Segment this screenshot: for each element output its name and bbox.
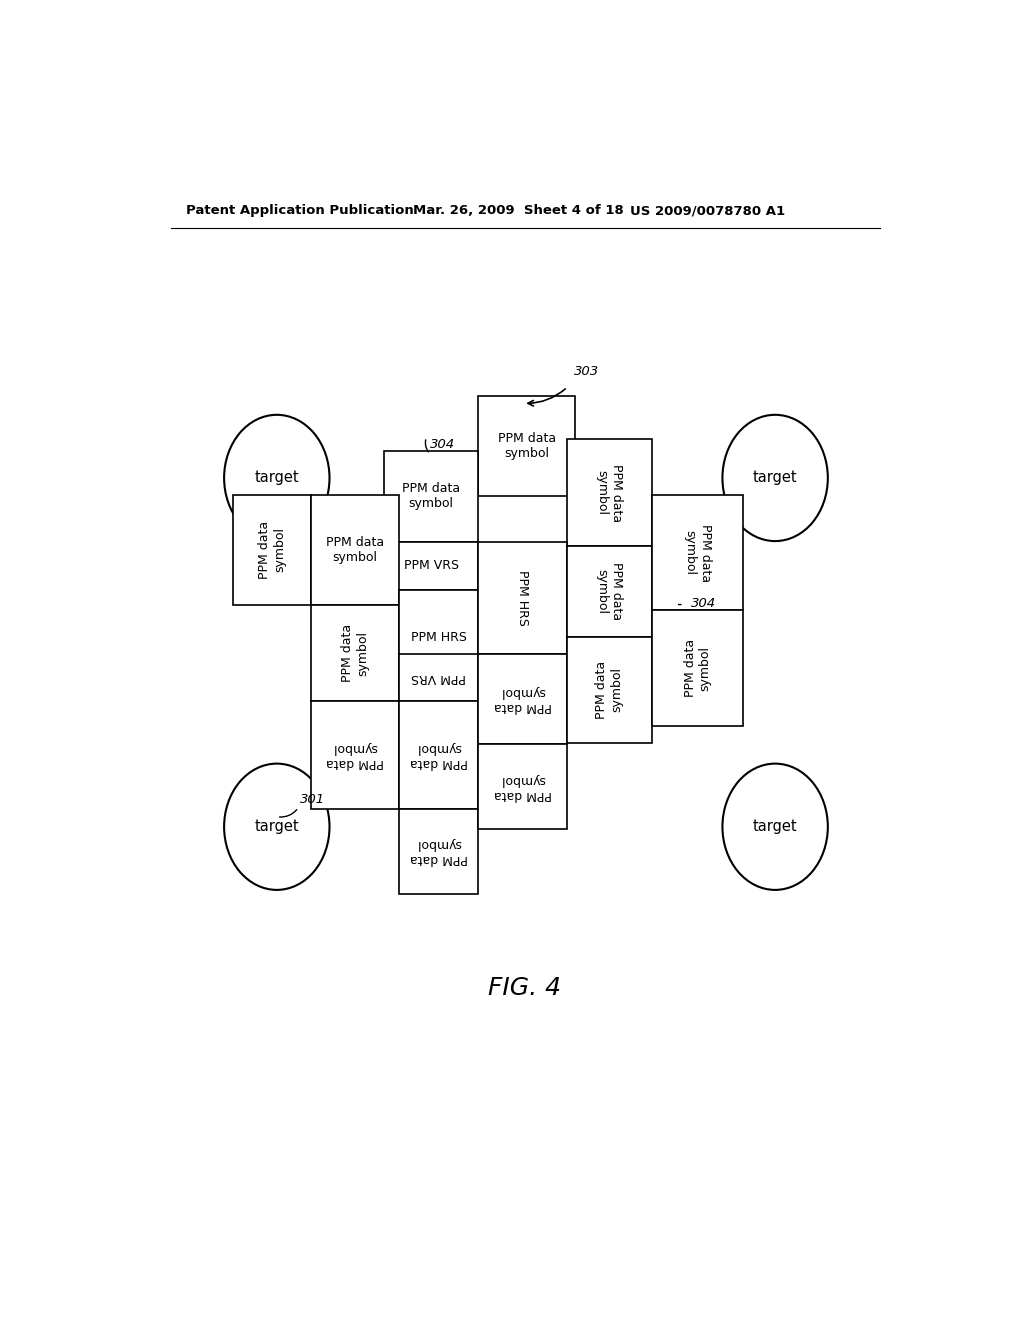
Bar (399, 701, 478, 809)
Text: PPM HRS: PPM HRS (516, 570, 529, 626)
Text: PPM data
symbol: PPM data symbol (684, 639, 712, 697)
Bar (384, 543, 478, 590)
Text: PPM data
symbol: PPM data symbol (494, 685, 552, 713)
Text: PPM data
symbol: PPM data symbol (595, 463, 624, 521)
Text: target: target (753, 820, 798, 834)
Text: 304: 304 (430, 438, 456, 451)
Text: PPM VRS: PPM VRS (403, 560, 459, 573)
Bar (478, 653, 566, 744)
Bar (566, 545, 652, 636)
Text: Patent Application Publication: Patent Application Publication (186, 205, 414, 218)
Bar (233, 495, 311, 605)
Bar (311, 701, 399, 809)
Text: PPM data
symbol: PPM data symbol (402, 482, 460, 511)
Text: PPM data
symbol: PPM data symbol (595, 660, 624, 719)
Text: PPM data
symbol: PPM data symbol (684, 524, 712, 582)
Bar (566, 636, 652, 743)
Text: target: target (255, 820, 299, 834)
Text: PPM data
symbol: PPM data symbol (326, 536, 384, 564)
Bar (399, 653, 478, 701)
Text: 303: 303 (573, 366, 599, 379)
Text: PPM data
symbol: PPM data symbol (410, 837, 468, 866)
Text: Mar. 26, 2009  Sheet 4 of 18: Mar. 26, 2009 Sheet 4 of 18 (414, 205, 624, 218)
Bar (478, 396, 575, 496)
Text: PPM data
symbol: PPM data symbol (326, 741, 384, 770)
Bar (566, 440, 652, 545)
Text: target: target (753, 470, 798, 486)
Bar (311, 495, 399, 605)
Text: PPM data
symbol: PPM data symbol (258, 521, 286, 579)
Bar (478, 541, 566, 653)
Text: FIG. 4: FIG. 4 (488, 977, 561, 1001)
Text: PPM data
symbol: PPM data symbol (595, 562, 624, 620)
Bar (652, 610, 743, 726)
Text: PPM data
symbol: PPM data symbol (410, 741, 468, 770)
Text: 304: 304 (691, 597, 717, 610)
Text: US 2009/0078780 A1: US 2009/0078780 A1 (630, 205, 785, 218)
Text: PPM data
symbol: PPM data symbol (494, 772, 552, 801)
Bar (478, 744, 566, 829)
Bar (311, 605, 399, 701)
Text: 301: 301 (300, 793, 326, 807)
Text: PPM data
symbol: PPM data symbol (341, 624, 369, 682)
Text: PPM HRS: PPM HRS (411, 631, 467, 644)
Bar (652, 495, 743, 610)
Ellipse shape (722, 763, 827, 890)
Text: target: target (255, 470, 299, 486)
Text: PPM VRS: PPM VRS (412, 671, 466, 684)
Text: PPM data
symbol: PPM data symbol (498, 432, 556, 459)
Ellipse shape (224, 763, 330, 890)
Bar (399, 809, 478, 894)
Ellipse shape (722, 414, 827, 541)
Bar (384, 451, 478, 543)
Bar (399, 590, 478, 686)
Ellipse shape (224, 414, 330, 541)
